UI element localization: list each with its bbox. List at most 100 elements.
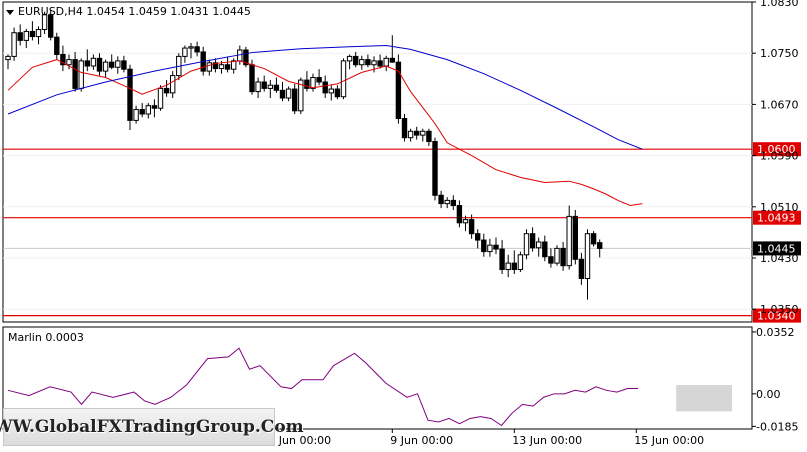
candle-body	[414, 130, 420, 136]
candle-body	[285, 88, 292, 99]
candle-body	[231, 60, 237, 70]
candle-body	[72, 59, 78, 89]
candle-body	[78, 60, 84, 89]
candle-body	[389, 57, 396, 63]
candle-body	[328, 88, 335, 94]
candle-body	[298, 79, 304, 112]
time-axis: 7 Jun 00:00 9 Jun 00:00 13 Jun 00:00 15 Jun…	[268, 429, 704, 447]
candle-body	[462, 219, 469, 224]
candle-body	[597, 242, 603, 249]
watermark-banner: WWW.GlobalFXTradingGroup.Com	[0, 408, 304, 446]
indicator-tick-label: -0.0185	[756, 420, 798, 433]
price-tick-label: 1.0670	[760, 98, 799, 111]
candle-body	[41, 14, 48, 31]
time-tick-label: 7 Jun 00:00	[268, 434, 331, 447]
candle-body	[572, 215, 578, 260]
candle-body	[139, 109, 145, 115]
candle-body	[340, 60, 347, 98]
candle-body	[243, 49, 249, 66]
candle-body	[523, 233, 530, 256]
candle-body	[35, 29, 42, 38]
candle-body	[536, 241, 542, 249]
indicator-pane-frame	[2, 326, 753, 430]
level-label: 1.0493	[757, 212, 796, 225]
dropdown-triangle-icon[interactable]	[6, 10, 14, 15]
candle-body	[109, 61, 115, 68]
price-axis: 1.0830 1.0750 1.0670 1.0590 1.0510 1.0430 1.03…	[752, 0, 799, 316]
candle-body	[517, 254, 524, 271]
candle-body	[218, 64, 225, 70]
candle-body	[5, 55, 11, 61]
candle-body	[310, 77, 316, 89]
candle-body	[499, 248, 505, 271]
candle-body	[322, 81, 328, 94]
level-label-bg	[753, 210, 801, 225]
candle-body	[304, 79, 310, 89]
candle-body	[511, 262, 517, 271]
candle-body	[194, 46, 200, 53]
candle-body	[54, 36, 60, 55]
candle-body	[560, 247, 566, 267]
candle-body	[212, 62, 219, 70]
candle-body	[377, 60, 383, 67]
candle-body	[395, 61, 402, 119]
candle-body	[157, 87, 164, 109]
candle-body	[578, 258, 585, 279]
candle-body	[383, 57, 389, 67]
candle-body	[206, 62, 213, 72]
candle-body	[249, 64, 255, 93]
highlight-box	[676, 385, 732, 412]
time-tick-label: 13 Jun 00:00	[512, 434, 582, 447]
candle-body	[407, 130, 414, 139]
candle-body	[267, 84, 274, 89]
candle-body	[438, 194, 444, 205]
candle-body	[145, 105, 152, 115]
blue-ma-line	[7, 45, 643, 150]
price-tick-label: 1.0510	[760, 201, 799, 214]
indicator-title: Marlin 0.0003	[8, 331, 84, 344]
candle-body	[542, 241, 548, 258]
level-label-bg	[753, 142, 801, 157]
time-tick-label: 9 Jun 00:00	[390, 434, 453, 447]
candle-body	[371, 60, 377, 66]
candle-body	[475, 233, 481, 241]
candle-body	[182, 47, 188, 57]
candle-body	[115, 60, 121, 68]
candle-body	[273, 84, 280, 91]
candle-body	[29, 30, 36, 38]
candle-body	[316, 77, 322, 83]
price-tick-label: 1.0590	[760, 150, 799, 163]
candle-body	[188, 46, 194, 49]
candle-body	[127, 68, 133, 121]
candle-body	[121, 60, 127, 70]
red-ma-line	[7, 59, 643, 207]
time-tick-label: 15 Jun 00:00	[634, 434, 704, 447]
candle-body	[279, 89, 286, 99]
candle-body	[255, 81, 261, 93]
marlin-line	[7, 347, 638, 427]
candle-body	[426, 130, 432, 143]
candle-body	[487, 244, 493, 253]
candle-body	[84, 60, 90, 67]
level-label-bg	[753, 308, 801, 323]
price-tick-label: 1.0350	[760, 303, 799, 316]
candle-body	[505, 262, 511, 271]
current-price-label: 1.0445	[757, 242, 796, 255]
price-tick-label: 1.0430	[760, 252, 799, 265]
candle-body	[17, 32, 23, 41]
candle-body	[456, 205, 463, 224]
candle-body	[133, 109, 139, 121]
candle-body	[584, 233, 591, 279]
level-label: 1.0600	[757, 143, 796, 156]
candle-body	[548, 256, 554, 264]
candle-body	[529, 233, 536, 249]
candle-body	[66, 59, 72, 66]
candle-body	[60, 53, 66, 66]
level-label: 1.0340	[757, 310, 796, 323]
indicator-tick-label: 0.0352	[756, 326, 795, 339]
candle-body	[90, 57, 97, 67]
candle-body	[151, 105, 158, 109]
symbol-header: EURUSD,H4 1.0454 1.0459 1.0431 1.0445	[18, 5, 251, 18]
candles	[5, 9, 603, 300]
